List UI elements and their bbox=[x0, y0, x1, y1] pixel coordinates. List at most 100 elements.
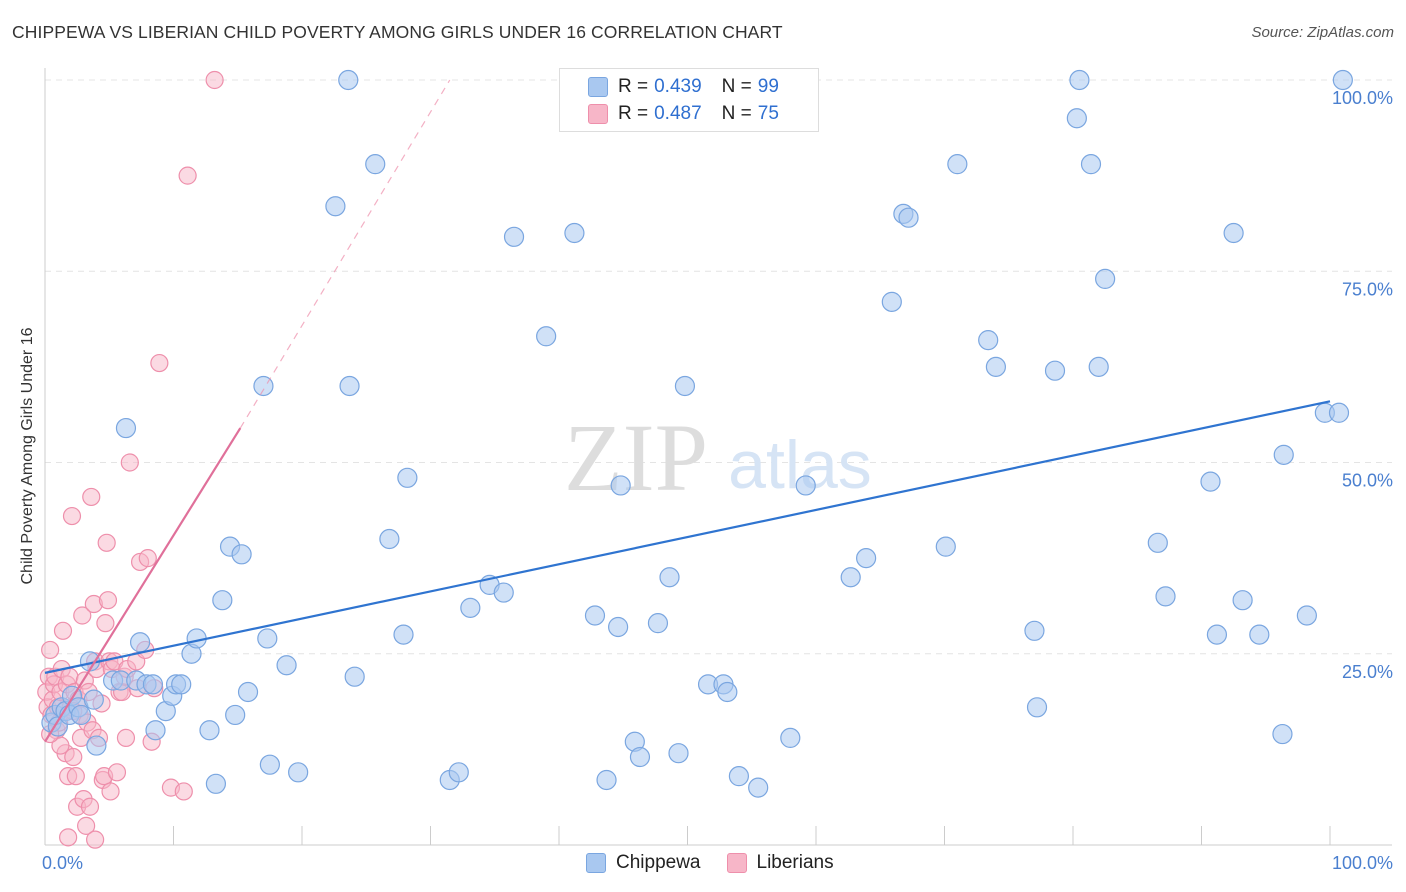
chippewa-point bbox=[448, 762, 469, 783]
y-tick-label: 75.0% bbox=[1342, 279, 1393, 299]
chippewa-point bbox=[339, 375, 360, 397]
liberians-trend-line bbox=[44, 427, 242, 743]
chippewa-point bbox=[493, 582, 514, 603]
y-tick-label: 50.0% bbox=[1342, 471, 1393, 491]
chippewa-trend-line bbox=[44, 400, 1331, 674]
chippewa-point bbox=[780, 727, 801, 749]
chippewa-point bbox=[338, 69, 359, 91]
liberians-point bbox=[62, 506, 82, 526]
chippewa-point bbox=[393, 624, 414, 645]
chippewa-point bbox=[379, 528, 400, 550]
liberians-point bbox=[64, 747, 83, 767]
chippewa-point bbox=[728, 766, 750, 787]
liberians-point bbox=[53, 621, 73, 640]
chippewa-point bbox=[276, 655, 297, 676]
legend-r-value: 0.487 bbox=[654, 103, 702, 124]
liberians-point bbox=[41, 640, 60, 660]
liberians-point bbox=[150, 353, 169, 373]
chippewa-point bbox=[1223, 222, 1244, 244]
bottom-legend-chippewa-label: Chippewa bbox=[616, 852, 701, 873]
liberians-swatch bbox=[588, 104, 608, 124]
chart-title: CHIPPEWA VS LIBERIAN CHILD POVERTY AMONG… bbox=[12, 22, 783, 42]
chippewa-point bbox=[536, 326, 557, 347]
y-tick-label: 100.0% bbox=[1332, 88, 1393, 108]
bottom-legend-liberians: Liberians bbox=[726, 852, 834, 874]
liberians-point bbox=[80, 797, 100, 816]
chippewa-point bbox=[1232, 590, 1253, 611]
chippewa-point bbox=[1273, 444, 1294, 465]
liberians-point bbox=[97, 533, 116, 552]
chippewa-point bbox=[674, 375, 696, 397]
chippewa-point bbox=[142, 674, 164, 695]
chippewa-point bbox=[225, 704, 246, 726]
legend-n-value: 99 bbox=[757, 76, 779, 97]
liberians-point bbox=[107, 763, 127, 782]
chippewa-point bbox=[288, 762, 309, 783]
liberians-point bbox=[174, 782, 193, 801]
y-tick-label: 25.0% bbox=[1342, 662, 1393, 682]
chippewa-point bbox=[717, 681, 738, 703]
chippewa-point bbox=[629, 746, 651, 768]
chippewa-point bbox=[1206, 624, 1228, 645]
chippewa-point bbox=[205, 773, 227, 794]
chippewa-point bbox=[115, 417, 137, 439]
liberians-point bbox=[98, 591, 118, 610]
chippewa-point bbox=[584, 605, 606, 626]
bottom-legend-liberians-label: Liberians bbox=[756, 852, 834, 873]
chippewa-point bbox=[856, 548, 877, 569]
chippewa-point bbox=[1200, 471, 1221, 492]
legend-n-value: 75 bbox=[757, 103, 779, 124]
chippewa-point bbox=[397, 467, 418, 488]
chippewa-point bbox=[1272, 723, 1293, 745]
chippewa-point bbox=[935, 536, 956, 557]
bottom-legend-chippewa: Chippewa bbox=[586, 852, 701, 874]
legend-r-label: R = bbox=[618, 103, 649, 124]
chippewa-point bbox=[86, 735, 107, 756]
chippewa-point bbox=[129, 632, 151, 653]
chippewa-point bbox=[1044, 360, 1066, 381]
x-tick-label: 0.0% bbox=[42, 853, 83, 873]
chippewa-point bbox=[344, 666, 365, 687]
liberians-point bbox=[86, 830, 105, 849]
chippewa-point bbox=[898, 207, 919, 228]
chippewa-point bbox=[596, 769, 617, 791]
chippewa-swatch bbox=[588, 77, 608, 97]
chippewa-point bbox=[881, 291, 902, 312]
liberians-point bbox=[101, 782, 120, 801]
x-tick-label: 100.0% bbox=[1332, 853, 1393, 873]
bottom-legend: Chippewa Liberians bbox=[586, 852, 860, 874]
chippewa-point bbox=[1026, 697, 1048, 718]
chippewa-point bbox=[171, 674, 192, 695]
axes bbox=[44, 68, 1392, 846]
chippewa-point bbox=[1080, 154, 1102, 175]
chippewa-point bbox=[647, 613, 669, 634]
liberians-point bbox=[116, 728, 136, 748]
chippewa-point bbox=[608, 616, 629, 638]
chippewa-swatch bbox=[586, 853, 606, 873]
chippewa-point bbox=[1147, 532, 1168, 553]
legend: R = 0.439 N = 99 R = 0.487 N = 75 bbox=[559, 68, 819, 132]
liberians-point bbox=[205, 70, 224, 90]
chippewa-point bbox=[564, 222, 585, 244]
chippewa-point bbox=[83, 689, 104, 710]
chippewa-point bbox=[199, 720, 220, 741]
liberians-point bbox=[138, 549, 157, 568]
chippewa-point bbox=[1095, 268, 1116, 289]
liberians-point bbox=[120, 453, 139, 472]
chippewa-point bbox=[1088, 356, 1109, 377]
liberians-point bbox=[73, 606, 92, 625]
chippewa-point bbox=[145, 720, 166, 741]
chippewa-point bbox=[231, 544, 252, 565]
gridlines bbox=[45, 79, 1392, 655]
chippewa-point bbox=[257, 628, 278, 649]
watermark: ZIP atlas bbox=[564, 404, 872, 511]
chippewa-point bbox=[1249, 624, 1270, 645]
chippewa-point bbox=[70, 704, 92, 726]
chippewa-point bbox=[503, 226, 525, 247]
chippewa-point bbox=[1069, 69, 1090, 91]
chippewa-point bbox=[1024, 620, 1045, 641]
legend-n-label: N = bbox=[721, 76, 752, 97]
chippewa-point bbox=[1296, 605, 1317, 626]
chippewa-point bbox=[212, 590, 233, 611]
